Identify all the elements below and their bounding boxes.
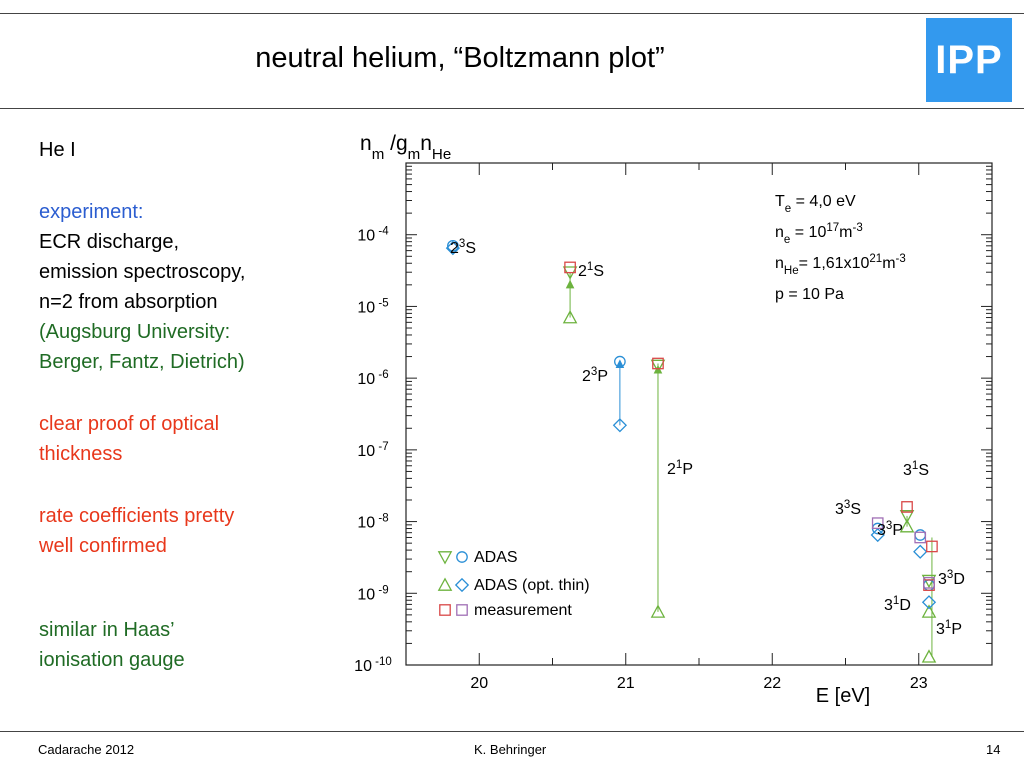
data-point xyxy=(652,357,664,370)
boltzmann-plot: 10 -4 10 -5 10 -6 10 -7 10 -8 10 -9 10 -10 20 21… xyxy=(354,132,993,707)
x-axis-label: E [eV] xyxy=(816,685,870,707)
x-tick-label: 22 xyxy=(763,675,781,692)
data-point xyxy=(923,576,935,589)
condition-line: p = 10 Pa xyxy=(775,286,844,303)
data-point xyxy=(870,527,885,543)
legend-marker xyxy=(437,577,453,591)
legend-label: ADAS xyxy=(474,549,518,566)
level-label: 23S xyxy=(450,238,476,257)
experiment-line: ECR discharge, xyxy=(39,231,180,253)
legend-marker xyxy=(456,604,468,616)
data-point xyxy=(650,359,666,374)
y-axis-label: nm /gmnHe xyxy=(360,132,451,163)
level-label: 33P xyxy=(877,520,903,539)
data-point xyxy=(614,355,626,368)
panel-heading: He I xyxy=(39,139,76,161)
affiliation-line: (Augsburg University: xyxy=(39,321,231,343)
data-point xyxy=(564,261,576,274)
top-rule xyxy=(0,13,1024,14)
y-tick-label: 10 -6 xyxy=(357,369,388,388)
haas-line: ionisation gauge xyxy=(39,649,185,671)
page-number: 14 xyxy=(986,742,1001,757)
data-point xyxy=(899,519,915,533)
proof-line: thickness xyxy=(39,443,123,465)
data-point xyxy=(562,309,578,324)
legend-marker xyxy=(439,604,451,616)
slide-title: neutral helium, “Boltzmann plot” xyxy=(255,42,665,74)
affiliation-line: Berger, Fantz, Dietrich) xyxy=(39,351,245,373)
data-point xyxy=(914,529,927,541)
legend-marker xyxy=(454,577,470,593)
condition-line: ne = 1017m-3 xyxy=(775,222,863,246)
proof-line: clear proof of optical xyxy=(39,413,220,435)
rate-line: well confirmed xyxy=(39,535,167,557)
data-point xyxy=(650,604,666,618)
level-label: 31P xyxy=(936,619,962,638)
experiment-line: emission spectroscopy, xyxy=(39,261,246,283)
data-point xyxy=(871,517,884,530)
experiment-label: experiment: xyxy=(39,201,144,223)
data-point xyxy=(901,501,913,513)
y-tick-label: 10 -7 xyxy=(357,441,388,460)
data-point xyxy=(923,579,935,591)
experiment-line: n=2 from absorption xyxy=(39,291,218,313)
ipp-logo: IPP xyxy=(926,18,1012,102)
x-tick-label: 23 xyxy=(910,675,928,692)
y-tick-label: 10 -10 xyxy=(354,656,392,675)
data-point xyxy=(926,540,938,553)
legend-label: ADAS (opt. thin) xyxy=(474,577,590,594)
left-panel: He I experiment: ECR discharge, emission… xyxy=(39,135,339,675)
footer-author: K. Behringer xyxy=(474,742,547,757)
condition-line: nHe= 1,61x1021m-3 xyxy=(775,253,906,277)
condition-line: Te = 4,0 eV xyxy=(775,193,856,215)
x-tick-label: 20 xyxy=(470,675,488,692)
data-point xyxy=(914,531,927,544)
haas-line: similar in Haas’ xyxy=(39,619,175,641)
data-point xyxy=(921,649,937,663)
y-tick-label: 10 -4 xyxy=(357,226,389,245)
data-point xyxy=(921,604,937,618)
y-tick-label: 10 -5 xyxy=(357,297,388,316)
data-point xyxy=(612,418,628,433)
data-point xyxy=(913,544,928,559)
y-tick-label: 10 -8 xyxy=(357,513,388,532)
data-point xyxy=(447,239,459,252)
level-label: 31D xyxy=(884,595,911,614)
data-point xyxy=(921,595,937,610)
legend-marker xyxy=(437,551,453,565)
level-label: 21S xyxy=(578,261,604,280)
rate-line: rate coefficients pretty xyxy=(39,505,235,527)
y-tick-label: 10 -9 xyxy=(357,584,388,603)
footer: Cadarache 2012 K. Behringer 14 xyxy=(0,732,1024,768)
level-label: 33D xyxy=(938,569,965,588)
data-point xyxy=(899,510,915,524)
error-bar-arrow xyxy=(565,279,575,289)
footer-venue: Cadarache 2012 xyxy=(38,742,135,757)
level-label: 21P xyxy=(667,459,693,478)
legend-marker xyxy=(456,551,468,563)
data-point xyxy=(445,241,460,256)
footer-rule xyxy=(0,731,1024,732)
level-label: 31S xyxy=(903,460,929,479)
error-bar-arrow xyxy=(615,359,625,368)
level-label: 33S xyxy=(835,499,861,518)
level-label: 23P xyxy=(582,366,608,385)
header-rule xyxy=(0,108,1024,109)
legend-label: measurement xyxy=(474,602,572,619)
x-tick-label: 21 xyxy=(617,675,635,692)
